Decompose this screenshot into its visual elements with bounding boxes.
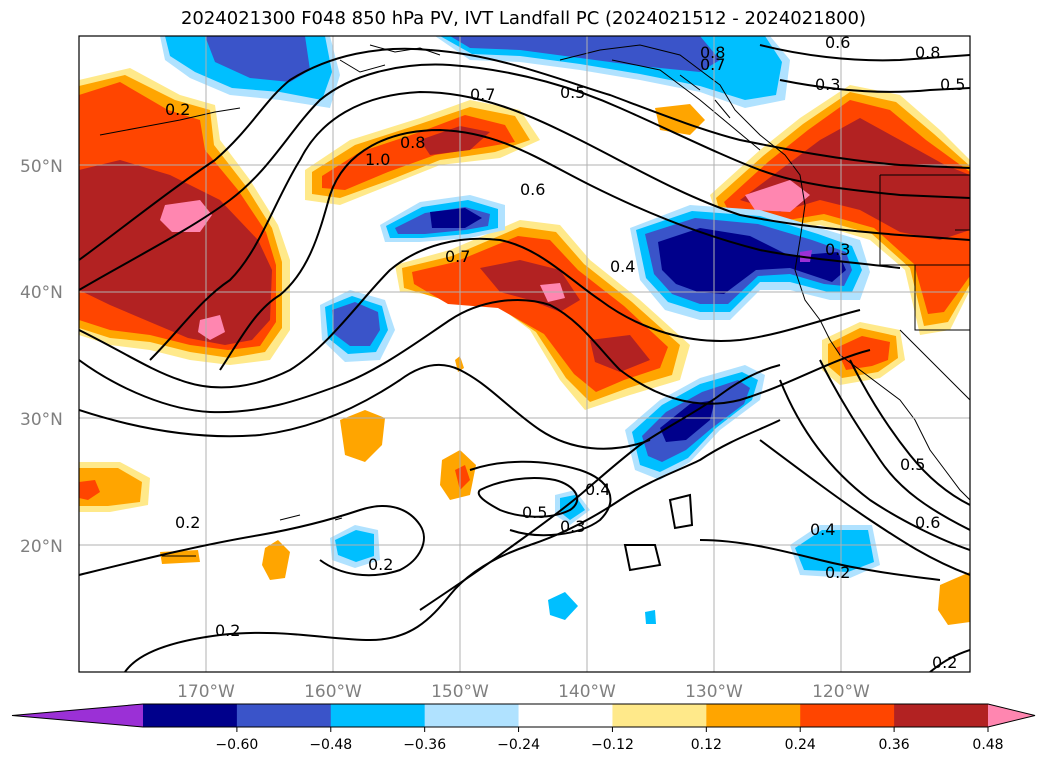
colorbar-swatch bbox=[612, 704, 707, 727]
contour-labels: 0.8 0.7 0.6 0.8 0.5 0.7 0.5 0.3 0.2 1.0 … bbox=[165, 33, 965, 672]
contour-label: 0.7 bbox=[445, 247, 470, 266]
colorbar-tick-label: −0.36 bbox=[403, 737, 446, 753]
colorbar-swatch bbox=[518, 704, 613, 727]
colorbar-tick-label: −0.12 bbox=[591, 737, 634, 753]
lon-label: 120°W bbox=[812, 682, 870, 702]
colorbar-tick-label: 0.36 bbox=[879, 737, 910, 753]
colorbar-swatch bbox=[236, 704, 332, 727]
contour-label: 0.5 bbox=[522, 503, 547, 522]
colorbar: −0.60 −0.48 −0.36 −0.24 −0.12 0.12 0.24 0.36 0.4… bbox=[11, 703, 1036, 753]
colorbar-swatch bbox=[800, 704, 895, 727]
lat-label: 50°N bbox=[20, 157, 63, 177]
negative-pv-fill bbox=[160, 36, 880, 624]
contour-label: 0.3 bbox=[825, 240, 850, 259]
colorbar-swatch bbox=[894, 704, 989, 727]
contour-label: 0.5 bbox=[900, 455, 925, 474]
colorbar-swatch bbox=[330, 704, 426, 727]
longitude-labels: 170°W 160°W 150°W 140°W 130°W 120°W bbox=[177, 682, 870, 702]
contour-label: 0.4 bbox=[810, 520, 835, 539]
contour-label: 1.0 bbox=[365, 150, 390, 169]
colorbar-tick-label: −0.24 bbox=[497, 737, 540, 753]
map-title: 2024021300 F048 850 hPa PV, IVT Landfall… bbox=[180, 8, 867, 29]
colorbar-tick-label: 0.24 bbox=[785, 737, 816, 753]
latitude-labels: 50°N 40°N 30°N 20°N bbox=[20, 157, 63, 557]
contour-label: 0.2 bbox=[932, 653, 957, 672]
colorbar-tick-label: 0.12 bbox=[691, 737, 722, 753]
lon-label: 130°W bbox=[685, 682, 743, 702]
contour-label: 0.6 bbox=[825, 33, 850, 52]
contour-label: 0.2 bbox=[165, 100, 190, 119]
contour-label: 0.3 bbox=[560, 517, 585, 536]
map-plot-area: 0.8 0.7 0.6 0.8 0.5 0.7 0.5 0.3 0.2 1.0 … bbox=[79, 33, 970, 672]
lon-label: 140°W bbox=[558, 682, 616, 702]
contour-label: 0.2 bbox=[215, 621, 240, 640]
colorbar-tick-label: 0.48 bbox=[972, 737, 1003, 753]
contour-label: 0.4 bbox=[610, 257, 635, 276]
colorbar-extend-max bbox=[988, 704, 1035, 727]
colorbar-swatch bbox=[424, 704, 520, 727]
colorbar-extend-min bbox=[12, 704, 143, 727]
lon-label: 150°W bbox=[431, 682, 489, 702]
contour-label: 0.7 bbox=[700, 55, 725, 74]
contour-label: 0.5 bbox=[560, 83, 585, 102]
contour-label: 0.6 bbox=[915, 513, 940, 532]
contour-label: 0.2 bbox=[175, 513, 200, 532]
contour-label: 0.4 bbox=[585, 480, 610, 499]
contour-label: 0.7 bbox=[470, 85, 495, 104]
ivt-contours bbox=[79, 44, 970, 672]
contour-label: 0.8 bbox=[700, 43, 725, 62]
contour-label: 0.3 bbox=[815, 75, 840, 94]
lat-label: 30°N bbox=[20, 410, 63, 430]
contour-label: 0.2 bbox=[825, 563, 850, 582]
colorbar-tick-label: −0.60 bbox=[215, 737, 258, 753]
map-border bbox=[78, 35, 971, 673]
contour-label: 0.2 bbox=[368, 555, 393, 574]
lat-label: 20°N bbox=[20, 537, 63, 557]
contour-label: 0.8 bbox=[400, 133, 425, 152]
colorbar-outline bbox=[11, 703, 1036, 728]
contour-label: 0.6 bbox=[520, 180, 545, 199]
contour-label: 0.5 bbox=[940, 75, 965, 94]
contour-label: 0.8 bbox=[915, 43, 940, 62]
colorbar-tick-label: −0.48 bbox=[309, 737, 352, 753]
colorbar-swatch bbox=[706, 704, 801, 727]
colorbar-swatch bbox=[143, 704, 238, 727]
lat-label: 40°N bbox=[20, 283, 63, 303]
lon-label: 170°W bbox=[177, 682, 235, 702]
lon-label: 160°W bbox=[304, 682, 362, 702]
